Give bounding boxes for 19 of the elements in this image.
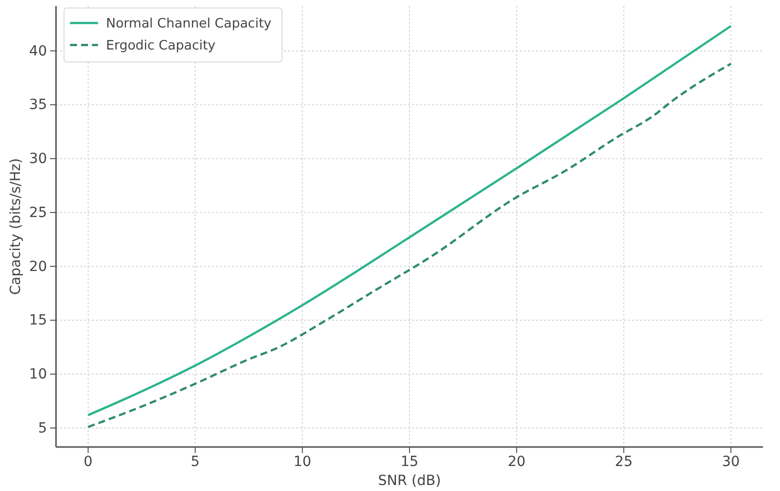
y-axis-title: Capacity (bits/s/Hz) bbox=[8, 158, 24, 295]
y-tick-label: 30 bbox=[29, 151, 47, 168]
y-tick-label: 40 bbox=[29, 43, 47, 60]
y-tick-label: 35 bbox=[29, 97, 47, 114]
y-tick-label: 5 bbox=[38, 420, 47, 437]
x-tick-label: 0 bbox=[84, 454, 93, 470]
y-tick-label: 15 bbox=[29, 312, 47, 329]
x-tick-label: 5 bbox=[190, 454, 200, 470]
x-tick-label: 25 bbox=[614, 454, 633, 470]
x-axis-title: SNR (dB) bbox=[378, 473, 441, 489]
legend-label: Ergodic Capacity bbox=[106, 38, 216, 54]
legend-label: Normal Channel Capacity bbox=[106, 16, 272, 32]
y-tick-label: 25 bbox=[29, 204, 47, 221]
x-tick-label: 30 bbox=[722, 454, 740, 470]
y-tick-label: 10 bbox=[29, 366, 47, 383]
x-tick-label: 20 bbox=[508, 454, 526, 470]
y-tick-label: 20 bbox=[29, 258, 47, 275]
x-tick-label: 10 bbox=[293, 454, 312, 470]
x-tick-label: 15 bbox=[400, 454, 418, 470]
